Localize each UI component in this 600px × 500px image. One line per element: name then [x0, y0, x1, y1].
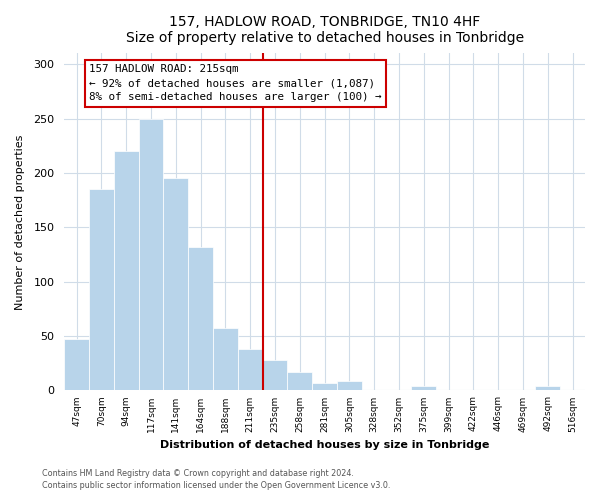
Bar — [114, 151, 139, 390]
Bar — [238, 349, 263, 391]
Bar — [139, 118, 163, 390]
Bar — [64, 340, 89, 390]
Bar — [188, 247, 213, 390]
Bar — [535, 386, 560, 390]
Text: Contains HM Land Registry data © Crown copyright and database right 2024.
Contai: Contains HM Land Registry data © Crown c… — [42, 468, 391, 490]
Bar — [312, 383, 337, 390]
Bar — [263, 360, 287, 390]
Text: 157 HADLOW ROAD: 215sqm
← 92% of detached houses are smaller (1,087)
8% of semi-: 157 HADLOW ROAD: 215sqm ← 92% of detache… — [89, 64, 382, 102]
Y-axis label: Number of detached properties: Number of detached properties — [15, 134, 25, 310]
Bar — [163, 178, 188, 390]
Bar — [89, 189, 114, 390]
Title: 157, HADLOW ROAD, TONBRIDGE, TN10 4HF
Size of property relative to detached hous: 157, HADLOW ROAD, TONBRIDGE, TN10 4HF Si… — [125, 15, 524, 45]
Bar — [337, 380, 362, 390]
Bar — [412, 386, 436, 390]
Bar — [213, 328, 238, 390]
X-axis label: Distribution of detached houses by size in Tonbridge: Distribution of detached houses by size … — [160, 440, 489, 450]
Bar — [287, 372, 312, 390]
